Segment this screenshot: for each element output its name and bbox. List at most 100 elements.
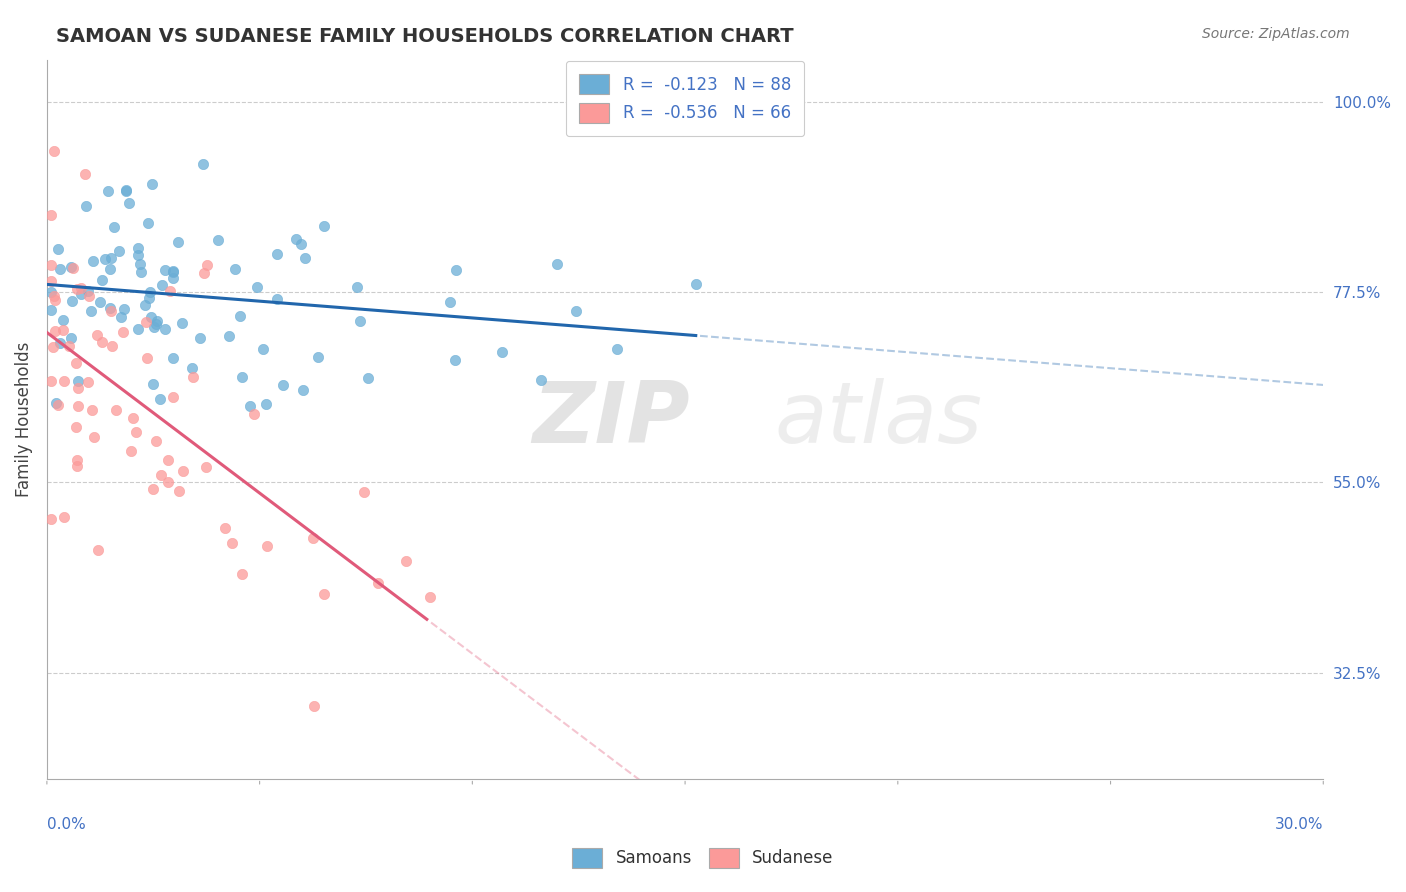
Point — [444, 262, 467, 277]
Point — [162, 351, 184, 365]
Point — [44, 293, 66, 307]
Point — [89, 295, 111, 310]
Point — [231, 370, 253, 384]
Point — [46, 398, 69, 412]
Point — [136, 215, 159, 229]
Legend: R =  -0.123   N = 88, R =  -0.536   N = 66: R = -0.123 N = 88, R = -0.536 N = 66 — [565, 61, 804, 136]
Point — [48, 243, 70, 257]
Point — [143, 320, 166, 334]
Point — [45, 396, 67, 410]
Point — [229, 309, 252, 323]
Point — [180, 361, 202, 376]
Point — [60, 293, 83, 308]
Point — [395, 554, 418, 568]
Point — [224, 262, 246, 277]
Point — [444, 353, 467, 368]
Point — [86, 328, 108, 343]
Point — [135, 315, 157, 329]
Point — [172, 316, 194, 330]
Point — [107, 244, 129, 258]
Point — [127, 241, 149, 255]
Point — [39, 208, 62, 222]
Point — [117, 195, 139, 210]
Point — [60, 260, 83, 275]
Point — [70, 281, 93, 295]
Point — [134, 297, 156, 311]
Point — [685, 277, 707, 291]
Point — [49, 262, 72, 277]
Point — [98, 262, 121, 277]
Point — [67, 399, 90, 413]
Point — [131, 265, 153, 279]
Point — [167, 235, 190, 250]
Point — [66, 282, 89, 296]
Point — [101, 339, 124, 353]
Point — [231, 567, 253, 582]
Point — [58, 339, 80, 353]
Point — [66, 453, 89, 467]
Point — [285, 232, 308, 246]
Point — [66, 381, 89, 395]
Point — [69, 287, 91, 301]
Point — [44, 289, 66, 303]
Point — [120, 444, 142, 458]
Point — [252, 342, 274, 356]
Point — [65, 420, 87, 434]
Point — [169, 484, 191, 499]
Point — [65, 356, 87, 370]
Point — [62, 261, 84, 276]
Point — [97, 184, 120, 198]
Point — [243, 407, 266, 421]
Point — [42, 145, 65, 159]
Point — [86, 542, 108, 557]
Point — [193, 266, 215, 280]
Point — [266, 293, 288, 307]
Point — [194, 460, 217, 475]
Point — [52, 312, 75, 326]
Point — [125, 425, 148, 439]
Point — [256, 539, 278, 553]
Point — [83, 430, 105, 444]
Point — [48, 336, 70, 351]
Point — [188, 331, 211, 345]
Point — [290, 236, 312, 251]
Point — [195, 258, 218, 272]
Point — [349, 313, 371, 327]
Point — [52, 509, 75, 524]
Point — [82, 254, 104, 268]
Point — [357, 371, 380, 385]
Point — [207, 234, 229, 248]
Point — [39, 274, 62, 288]
Point — [157, 475, 180, 490]
Point — [145, 434, 167, 448]
Point — [138, 291, 160, 305]
Point — [39, 302, 62, 317]
Point — [66, 374, 89, 388]
Point — [53, 374, 76, 388]
Point — [162, 271, 184, 285]
Point — [141, 178, 163, 192]
Point — [66, 459, 89, 474]
Point — [59, 331, 82, 345]
Point — [565, 303, 588, 318]
Point — [76, 376, 98, 390]
Point — [159, 284, 181, 298]
Point — [191, 156, 214, 170]
Point — [162, 390, 184, 404]
Point — [418, 590, 440, 604]
Point — [239, 400, 262, 414]
Point — [150, 277, 173, 292]
Point — [157, 453, 180, 467]
Point — [105, 403, 128, 417]
Point — [367, 576, 389, 591]
Point — [75, 199, 97, 213]
Point — [39, 512, 62, 526]
Point — [135, 351, 157, 365]
Point — [100, 251, 122, 265]
Point — [606, 342, 628, 356]
Point — [138, 285, 160, 300]
Point — [146, 314, 169, 328]
Point — [73, 167, 96, 181]
Point — [145, 317, 167, 331]
Point — [307, 350, 329, 364]
